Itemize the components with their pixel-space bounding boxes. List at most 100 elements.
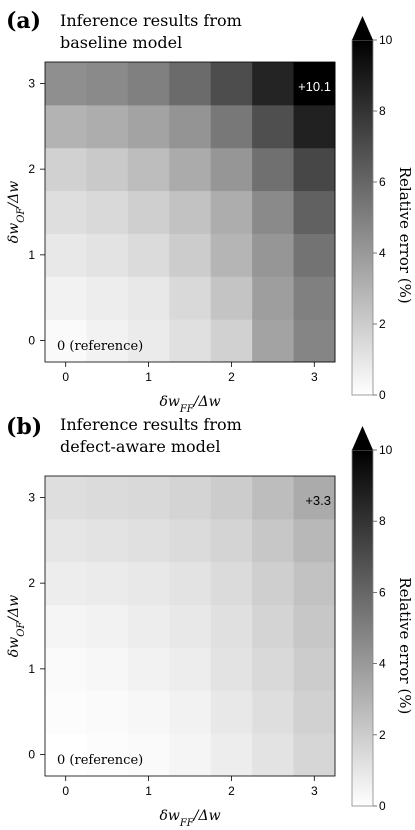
heatmap-cell	[127, 647, 170, 691]
colorbar-label: Relative error (%)	[396, 577, 414, 714]
heatmap-cell	[252, 233, 295, 277]
heatmap-cell	[127, 233, 170, 277]
heatmap-cell	[210, 233, 253, 277]
heatmap-cell	[169, 647, 212, 691]
heatmap-cell	[210, 518, 253, 563]
x-tick-label: 2	[228, 370, 235, 384]
chart-title-line1: Inference results from	[60, 11, 242, 30]
heatmap-cell	[169, 147, 212, 192]
heatmap-cell	[252, 604, 295, 648]
x-axis-label: δwFF/Δw	[159, 394, 220, 415]
heatmap-cell	[45, 104, 87, 149]
colorbar-extend-arrow	[352, 16, 373, 40]
colorbar: 0 2 4 6 8 10	[351, 426, 393, 813]
colorbar-tick-label: 8	[379, 514, 386, 528]
colorbar-label: Relative error (%)	[396, 167, 414, 304]
heatmap-cell	[252, 319, 295, 363]
heatmap-cell	[86, 733, 129, 777]
heatmap-cell	[210, 733, 253, 777]
heatmap-cell	[210, 147, 253, 192]
heatmap-cell	[293, 690, 336, 734]
heatmap-cell	[169, 62, 212, 106]
heatmap-cell	[169, 518, 212, 563]
heatmap-cell	[252, 733, 295, 777]
heatmap-cell	[127, 276, 170, 320]
heatmap-cell	[127, 147, 170, 192]
x-tick-label: 3	[311, 370, 318, 384]
heatmap-cell	[169, 733, 212, 777]
heatmap-cell	[45, 604, 87, 648]
heatmap-cell	[210, 476, 253, 520]
heatmap-cell	[86, 518, 129, 563]
x-tick-label: 0	[62, 370, 69, 384]
heatmap-cell	[169, 476, 212, 520]
heatmap-cell	[169, 561, 212, 606]
y-tick-label: 0	[28, 748, 35, 762]
heatmap-cell	[252, 276, 295, 320]
heatmap-cell	[293, 147, 336, 192]
colorbar-gradient	[351, 449, 374, 807]
y-tick-label: 1	[28, 248, 35, 262]
heatmap-cell	[127, 690, 170, 734]
heatmap-cell	[86, 647, 129, 691]
heatmap-cells	[45, 476, 336, 777]
heatmap-cell	[210, 647, 253, 691]
colorbar-tick-label: 0	[379, 799, 386, 813]
heatmap-cell	[86, 147, 129, 192]
heatmap-cell	[86, 690, 129, 734]
heatmap-cell	[293, 104, 336, 149]
heatmap-cell	[45, 518, 87, 563]
heatmap-cell	[169, 190, 212, 234]
heatmap-cell	[293, 190, 336, 234]
heatmap-cell	[45, 233, 87, 277]
heatmap-cell	[127, 104, 170, 149]
y-tick-label: 3	[28, 490, 35, 504]
heatmap-cell	[127, 190, 170, 234]
heatmap-cell	[293, 276, 336, 320]
heatmap-cell	[169, 104, 212, 149]
heatmap-cell	[45, 733, 87, 777]
x-ticks: 0 1 2 3	[62, 362, 318, 384]
heatmap-cell	[45, 319, 87, 363]
heatmap-cell	[127, 561, 170, 606]
heatmap-cell	[293, 233, 336, 277]
y-axis-label: δwOF/Δw	[6, 181, 27, 243]
heatmap-cell	[86, 190, 129, 234]
heatmap-cells	[45, 62, 336, 363]
heatmap-cell	[169, 276, 212, 320]
heatmap-cell	[45, 476, 87, 520]
x-tick-label: 2	[228, 784, 235, 798]
colorbar-tick-label: 0	[379, 388, 386, 402]
colorbar-gradient	[351, 39, 374, 396]
heatmap-cell	[127, 319, 170, 363]
heatmap-cell	[86, 319, 129, 363]
reference-annotation: 0 (reference)	[57, 339, 143, 354]
y-tick-label: 0	[28, 334, 35, 348]
colorbar-tick-label: 10	[379, 33, 393, 47]
heatmap-cell	[210, 276, 253, 320]
chart-title-line1: Inference results from	[60, 415, 242, 434]
heatmap-cell	[86, 604, 129, 648]
y-tick-label: 1	[28, 662, 35, 676]
colorbar-tick-label: 8	[379, 104, 386, 118]
chart-title-line2: baseline model	[60, 33, 182, 52]
y-ticks: 0 1 2 3	[28, 490, 45, 762]
heatmap-cell	[293, 518, 336, 563]
colorbar-tick-label: 4	[379, 246, 386, 260]
heatmap-cell	[86, 561, 129, 606]
colorbar-extend-arrow	[352, 426, 373, 450]
heatmap-cell	[293, 561, 336, 606]
heatmap-cell	[210, 604, 253, 648]
heatmap-cell	[169, 319, 212, 363]
heatmap-cell	[86, 62, 129, 106]
y-ticks: 0 1 2 3	[28, 76, 45, 348]
heatmap-cell	[127, 62, 170, 106]
panel-b: (b) Inference results from defect-aware …	[6, 414, 414, 829]
heatmap-cell	[86, 276, 129, 320]
heatmap-cell	[252, 647, 295, 691]
heatmap-cell	[252, 518, 295, 563]
y-tick-label: 3	[28, 76, 35, 90]
y-tick-label: 2	[28, 162, 35, 176]
heatmap-cell	[169, 690, 212, 734]
